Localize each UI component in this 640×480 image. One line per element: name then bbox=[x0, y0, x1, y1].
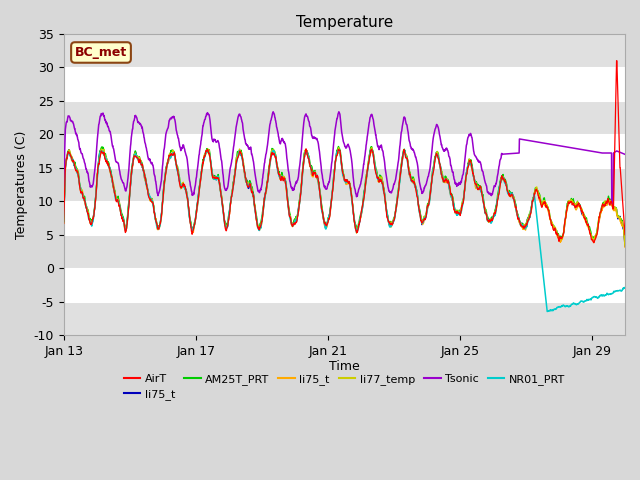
Bar bbox=[63, 201, 625, 235]
Title: Temperature: Temperature bbox=[296, 15, 393, 30]
Bar bbox=[63, 34, 625, 67]
Bar bbox=[63, 67, 625, 101]
Bar bbox=[63, 235, 625, 268]
Y-axis label: Temperatures (C): Temperatures (C) bbox=[15, 130, 28, 239]
Bar bbox=[63, 301, 625, 335]
Bar bbox=[63, 168, 625, 201]
X-axis label: Time: Time bbox=[329, 360, 360, 373]
Bar bbox=[63, 268, 625, 301]
Bar bbox=[63, 134, 625, 168]
Bar bbox=[63, 101, 625, 134]
Text: BC_met: BC_met bbox=[75, 46, 127, 59]
Legend: AirT, li75_t, AM25T_PRT, li75_t, li77_temp, Tsonic, NR01_PRT: AirT, li75_t, AM25T_PRT, li75_t, li77_te… bbox=[119, 369, 570, 405]
